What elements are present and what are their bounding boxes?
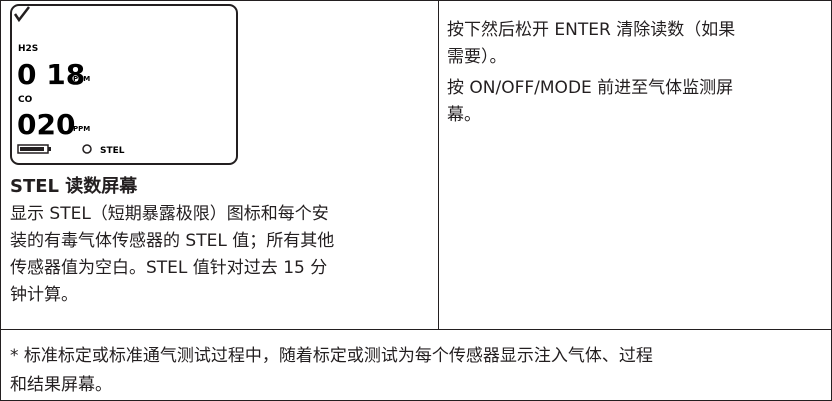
instructions: 按下然后松开 ENTER 清除读数（如果 需要）。按 ON/OFF/MODE 前进… [447, 17, 735, 133]
lcd-display: H2S 0 18 PPM CO 020 PPM STEL [10, 4, 238, 165]
footer-cell: * 标准标定或标准通气测试过程中，随着标定或测试为每个传感器显示注入气体、过程和… [0, 329, 832, 401]
text-line: 按 ON/OFF/MODE 前进至气体监测屏 [447, 78, 734, 98]
description: 显示 STEL（短期暴露极限）图标和每个安 装的有毒气体传感器的 STEL 值；所… [10, 201, 334, 309]
fan-icon [82, 144, 92, 154]
text-line: 传感器值为空白。STEL 值针对过去 15 分 [10, 258, 328, 278]
left-text: STEL 读数屏幕 显示 STEL（短期暴露极限）图标和每个安 装的有毒气体传感器… [10, 173, 334, 309]
left-cell: H2S 0 18 PPM CO 020 PPM STEL STEL 读数屏幕 显… [0, 0, 439, 330]
text-line: * 标准标定或标准通气测试过程中，随着标定或测试为每个传感器显示注入气体、过程 [10, 346, 653, 366]
gas-label: CO [18, 95, 33, 105]
unit-label: PPM [73, 75, 90, 83]
unit-label: PPM [73, 125, 90, 133]
text-line: 钟计算。 [10, 285, 78, 305]
paragraph: 按下然后松开 ENTER 清除读数（如果 需要）。 [447, 17, 735, 71]
battery-level [20, 147, 44, 151]
right-cell: 按下然后松开 ENTER 清除读数（如果 需要）。按 ON/OFF/MODE 前进… [438, 0, 832, 330]
text-line: 装的有毒气体传感器的 STEL 值；所有其他 [10, 231, 335, 251]
lcd-reading: 0 18 [17, 58, 85, 91]
text-line: 和结果屏幕。 [10, 375, 112, 395]
section-title: STEL 读数屏幕 [10, 176, 138, 197]
footnote: * 标准标定或标准通气测试过程中，随着标定或测试为每个传感器显示注入气体、过程和… [10, 342, 653, 400]
battery-tip [48, 147, 51, 151]
check-icon [13, 6, 30, 23]
mode-label: STEL [100, 146, 125, 156]
text-line: 幕。 [447, 105, 481, 125]
lcd-reading: 020 [17, 108, 75, 141]
text-line: 需要）。 [447, 47, 507, 67]
text-line: 按下然后松开 ENTER 清除读数（如果 [447, 20, 736, 40]
gas-label: H2S [18, 44, 38, 54]
lcd-frame [10, 4, 238, 165]
paragraph: 按 ON/OFF/MODE 前进至气体监测屏 幕。 [447, 75, 735, 129]
text-line: 显示 STEL（短期暴露极限）图标和每个安 [10, 204, 329, 224]
